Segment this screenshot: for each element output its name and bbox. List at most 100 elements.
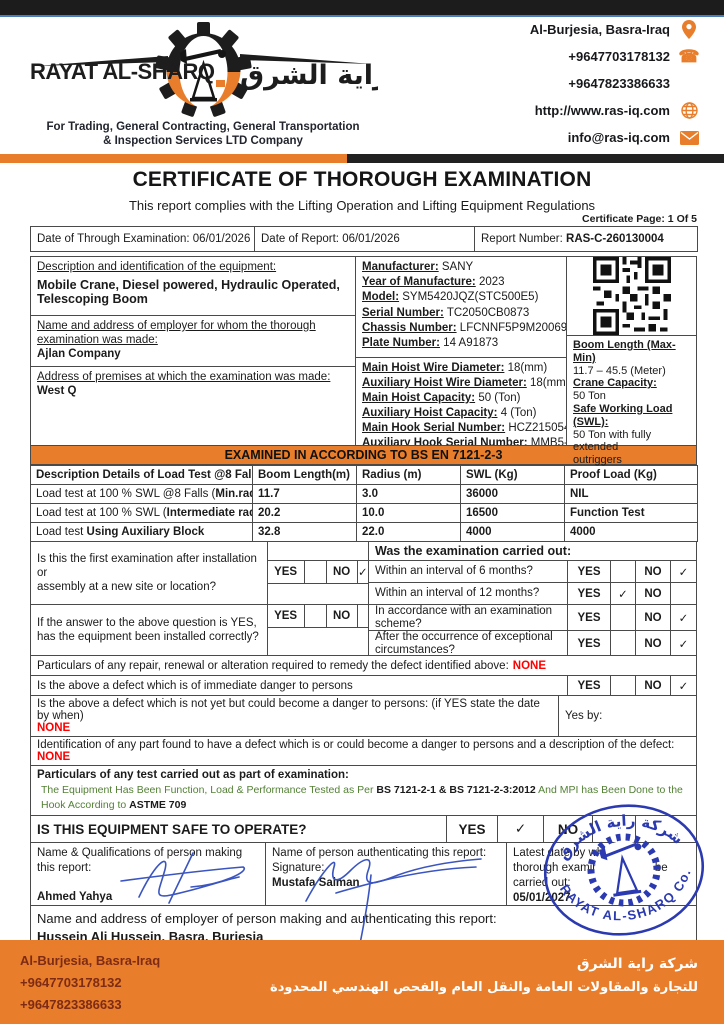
pumpjack-icon xyxy=(180,49,226,102)
phone2-text: +9647823386633 xyxy=(568,76,670,91)
year-label: Year of Manufacture: xyxy=(362,276,476,289)
header-divider xyxy=(0,154,724,163)
contact-website: http://www.ras-iq.com xyxy=(400,97,700,124)
repair-label: Particulars of any repair, renewal or al… xyxy=(37,659,509,672)
footer-address: Al-Burjesia, Basra-Iraq xyxy=(20,953,161,968)
q1-yes-checkbox xyxy=(305,561,327,583)
phone1-text: +9647703178132 xyxy=(568,49,670,64)
divider-black-segment xyxy=(347,154,724,163)
globe-icon xyxy=(678,101,700,121)
question2-line1: If the answer to the above question is Y… xyxy=(37,617,257,629)
company-stamp: شركة راية الشرق RAYAT AL-SHARQ Co. xyxy=(543,803,705,936)
crane-capacity-value: 50 Ton xyxy=(573,390,606,403)
q2-yes-checkbox xyxy=(305,605,327,627)
examined-standard-banner: EXAMINED IN ACCORDING TO BS EN 7121-2-3 xyxy=(30,446,697,465)
row3-proof: 4000 xyxy=(564,522,698,542)
defect-identification-row: Identification of any part found to have… xyxy=(30,737,697,766)
safe-no-checkbox xyxy=(592,816,635,842)
interval6-question: Within an interval of 6 months? xyxy=(369,561,568,582)
question1-cell: Is this the first examination after inst… xyxy=(31,542,268,604)
date-info-table: Date of Through Examination: 06/01/2026 … xyxy=(30,226,698,252)
footer-phone2: +9647823386633 xyxy=(20,997,122,1012)
col-header-radius: Radius (m) xyxy=(356,465,461,485)
boom-length-value: 11.7 – 45.5 (Meter) xyxy=(573,364,666,377)
contact-phone2: +9647823386633 xyxy=(400,70,700,97)
equipment-description-label: Description and identification of the eq… xyxy=(37,261,277,273)
maker-name: Ahmed Yahya xyxy=(37,891,113,903)
safe-yes-label: YES xyxy=(446,816,497,842)
q1-no-checkbox: ✓ xyxy=(357,567,368,579)
premises-label: Address of premises at which the examina… xyxy=(37,371,331,383)
scheme-no-checkbox: ✓ xyxy=(678,612,689,625)
qr-code-cell xyxy=(567,257,696,336)
plate-label: Plate Number: xyxy=(362,337,440,350)
col-header-swl: SWL (Kg) xyxy=(460,465,565,485)
hoist-details-cell: Main Hoist Wire Diameter: 18(mm) Auxilia… xyxy=(356,358,566,445)
divider-orange-segment xyxy=(0,154,347,163)
interval6-yes-checkbox xyxy=(611,561,636,582)
certificate-page-number: Certificate Page: 1 Of 5 xyxy=(582,213,697,225)
repair-particulars-row: Particulars of any repair, renewal or al… xyxy=(30,656,697,676)
load-test-table: Description Details of Load Test @8 Fall… xyxy=(30,465,698,542)
authenticator-name: Mustafa Salman xyxy=(272,877,360,889)
row1-proof: NIL xyxy=(564,484,698,504)
manufacturer-label: Manufacturer: xyxy=(362,261,439,273)
envelope-icon xyxy=(678,128,700,148)
yes-by-cell: Yes by: xyxy=(558,696,696,736)
main-hook-value: HCZ2150549 xyxy=(508,422,566,434)
q1-yes-label: YES xyxy=(268,561,305,583)
examination-questions-block: Is this the first examination after inst… xyxy=(30,542,697,656)
manufacturer-value: SANY xyxy=(441,261,474,273)
q2-yes-label: YES xyxy=(268,605,305,627)
circumstances-no-label: NO xyxy=(636,631,671,656)
circumstances-yes-checkbox xyxy=(611,631,636,656)
maker-cell: Name & Qualifications of person making t… xyxy=(31,843,266,905)
row3-swl: 4000 xyxy=(460,522,565,542)
row2-proof: Function Test xyxy=(564,503,698,523)
chassis-label: Chassis Number: xyxy=(362,321,457,334)
row3-boom: 32.8 xyxy=(252,522,357,542)
interval6-yes-label: YES xyxy=(568,561,611,582)
equipment-description-cell: Description and identification of the eq… xyxy=(31,257,355,316)
page-footer: Al-Burjesia, Basra-Iraq +9647703178132 +… xyxy=(0,940,724,1024)
swl-value-line2: outriggers xyxy=(573,454,622,467)
boom-capacity-cell: Boom Length (Max-Min) 11.7 – 45.5 (Meter… xyxy=(567,336,696,470)
equipment-description-line2: Telescoping Boom xyxy=(37,292,148,306)
interval6-row: Within an interval of 6 months? YES NO ✓ xyxy=(369,561,696,583)
col-header-description: Description Details of Load Test @8 Fall… xyxy=(30,465,253,485)
equipment-details-grid: Description and identification of the eq… xyxy=(30,256,697,466)
header-contact-block: Al-Burjesia, Basra-Iraq +9647703178132 ☎… xyxy=(400,16,700,151)
serial-value: TC2050CB0873 xyxy=(446,306,530,319)
row1-description: Load test at 100 % SWL @8 Falls (Min.rad… xyxy=(30,484,253,504)
employer-label: Name and address of employer for whom th… xyxy=(37,320,316,346)
load-test-row-2: Load test at 100 % SWL (Intermediate rad… xyxy=(30,503,698,523)
footer-company-block: شركة راية الشرق للتجارة والمقاولات العام… xyxy=(270,952,698,1000)
future-danger-row: Is the above a defect which is not yet b… xyxy=(30,696,697,737)
interval12-no-label: NO xyxy=(636,583,671,604)
load-test-row-1: Load test at 100 % SWL @8 Falls (Min.rad… xyxy=(30,484,698,504)
interval12-yes-label: YES xyxy=(568,583,611,604)
qr-code xyxy=(592,257,671,335)
company-name-en: RAYAT AL-SHARQ xyxy=(30,59,215,84)
footer-company-ar-line2: للتجارة والمقاولات العامة والنقل العام و… xyxy=(270,980,698,995)
report-date-value: 06/01/2026 xyxy=(342,233,400,245)
stamp-pumpjack-icon xyxy=(599,842,642,897)
phone-icon: ☎ xyxy=(678,46,700,66)
interval12-no-checkbox xyxy=(671,583,696,604)
aux-wire-value: 18(mm) xyxy=(529,377,566,389)
exam-date-cell: Date of Through Examination: 06/01/2026 xyxy=(30,226,255,252)
scheme-yes-checkbox xyxy=(611,605,636,630)
footer-contact-block: Al-Burjesia, Basra-Iraq +9647703178132 +… xyxy=(20,950,160,1016)
report-number-label: Report Number: xyxy=(481,233,563,245)
address-text: Al-Burjesia, Basra-Iraq xyxy=(529,22,670,37)
aux-wire-label: Auxiliary Hoist Wire Diameter: xyxy=(362,377,527,389)
question1-line2: assembly at a new site or location? xyxy=(37,581,216,593)
report-number-cell: Report Number: RAS-C-260130004 xyxy=(474,226,698,252)
model-value: SYM5420JQZ(STC500E5) xyxy=(402,291,539,304)
main-capacity-value: 50 (Ton) xyxy=(478,392,521,404)
col-header-boom-length: Boom Length(m) xyxy=(252,465,357,485)
premises-value: West Q xyxy=(37,385,77,397)
authenticator-label: Name of person authenticating this repor… xyxy=(272,847,487,859)
carried-out-header: Was the examination carried out: xyxy=(369,542,696,561)
employer-cell: Name and address of employer for whom th… xyxy=(31,316,355,367)
